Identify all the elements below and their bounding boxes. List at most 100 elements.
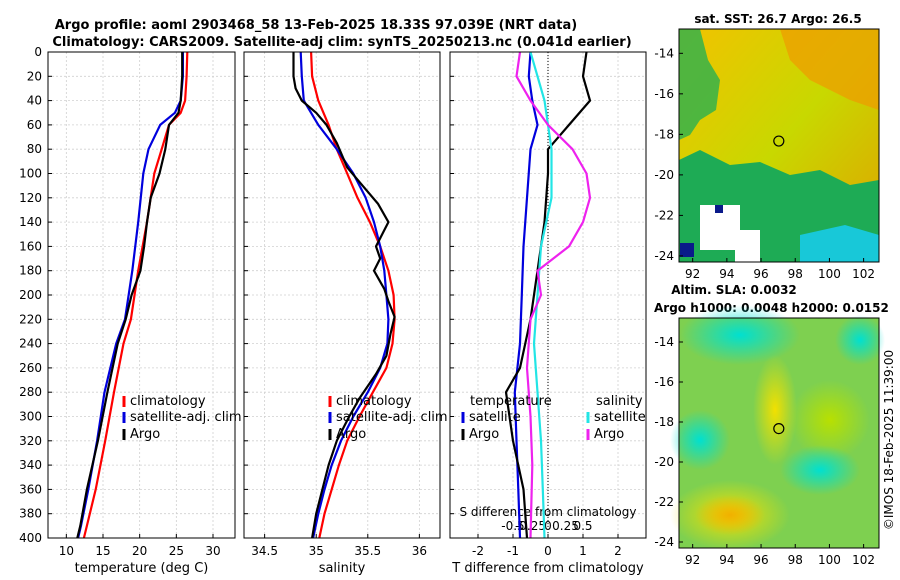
sla-map-cyan-spot (835, 315, 885, 365)
x-tick-label: 1 (579, 544, 587, 558)
plot-frame (243, 51, 441, 539)
y-tick-label: 340 (19, 458, 42, 472)
legend-climatology: climatology (336, 394, 412, 409)
x-tick-label: 15 (95, 544, 110, 558)
sla-argo-marker (773, 423, 785, 435)
series-line-s-satellite (529, 51, 553, 539)
sst-map-green-region-north (679, 29, 720, 140)
sst-map-darkblue-patch (715, 205, 723, 213)
map-y-tick-label: -22 (654, 208, 674, 222)
sst-map-darkblue-patch (680, 243, 694, 257)
x-tick-label: 10 (59, 544, 74, 558)
y-tick-label: 20 (27, 69, 42, 83)
x-tick-label: 35.5 (354, 544, 381, 558)
map-y-tick-label: -16 (654, 87, 674, 101)
legend-salinity-satellite: satellite (594, 410, 646, 425)
y-tick-label: 200 (19, 288, 42, 302)
x-axis-label: temperature (deg C) (75, 561, 209, 576)
map-y-tick-label: -20 (654, 168, 674, 182)
legend-header-temperature: temperature (470, 394, 552, 409)
map-x-tick-label: 100 (818, 553, 841, 567)
sla-map-cyan-spot (780, 445, 860, 495)
y-tick-label: 160 (19, 239, 42, 253)
legend-salinity-argo: Argo (594, 427, 624, 442)
sla-map-title-line1: Altim. SLA: 0.0032 (671, 283, 797, 297)
x2-tick-label: 0 (544, 519, 552, 533)
y-tick-label: 120 (19, 191, 42, 205)
map-x-tick-label: 102 (852, 553, 875, 567)
y-tick-label: 80 (27, 142, 42, 156)
sla-map-cyan-spot (680, 305, 800, 365)
legend-satellite-adj-clim: satellite-adj. clim (336, 410, 448, 425)
x-tick-label: -2 (472, 544, 484, 558)
figure-title-line2: Climatology: CARS2009. Satellite-adj cli… (52, 35, 631, 50)
imos-watermark: ©IMOS 18-Feb-2025 11:39:00 (882, 350, 896, 530)
map-x-tick-label: 94 (719, 267, 734, 281)
x-tick-label: 34.5 (251, 544, 278, 558)
legend-climatology: climatology (130, 394, 206, 409)
sla-map-orange-spot (695, 495, 765, 535)
y-tick-label: 100 (19, 167, 42, 181)
map-x-tick-label: 98 (788, 267, 803, 281)
temperature-panel: 0 20 40 60 80 100 120 140 160 180 200 220 240 260 280 3… (19, 45, 242, 576)
sst-map-orange-region (780, 29, 879, 110)
legend-argo: Argo (130, 427, 160, 442)
legend-temperature-satellite: satellite (469, 410, 521, 425)
map-y-tick-label: -22 (654, 495, 674, 509)
sla-map: Altim. SLA: 0.0032 Argo h1000: 0.0048 h2… (654, 283, 889, 567)
x-tick-label: 36 (412, 544, 427, 558)
legend-temperature-argo: Argo (469, 427, 499, 442)
sst-map-cyan-patch (800, 225, 879, 262)
sla-map-frame (678, 317, 880, 549)
legend-argo: Argo (336, 427, 366, 442)
sla-map-yellow-spot (753, 355, 797, 465)
y-tick-label: 180 (19, 264, 42, 278)
map-y-tick-label: -20 (654, 455, 674, 469)
x2-tick-label: 0.25 (552, 519, 579, 533)
sst-map-white-patch (735, 230, 760, 262)
y-tick-label: 0 (34, 45, 42, 59)
x-tick-label: -1 (507, 544, 519, 558)
plot-frame (449, 51, 647, 539)
map-y-tick-label: -16 (654, 375, 674, 389)
map-y-tick-label: -24 (654, 249, 674, 263)
y-tick-label: 380 (19, 507, 42, 521)
x-axis-label: T difference from climatology (451, 561, 644, 576)
legend-header-salinity: salinity (596, 394, 643, 409)
map-x-tick-label: 92 (685, 553, 700, 567)
salinity-panel: 34.5 35 35.5 36 salinity climatologysatellite… (243, 51, 448, 576)
y-tick-label: 300 (19, 410, 42, 424)
map-y-tick-label: -14 (654, 335, 674, 349)
sla-map-yellow-spot (790, 380, 870, 460)
series-line-t-satellite (513, 51, 539, 539)
series-line-s-argo (515, 51, 592, 539)
x2-tick-label: 0.5 (573, 519, 592, 533)
map-x-tick-label: 96 (753, 553, 768, 567)
y-tick-label: 360 (19, 482, 42, 496)
plot-frame (47, 51, 236, 539)
y-tick-label: 60 (27, 118, 42, 132)
series-line-climatology (82, 51, 189, 539)
map-y-tick-label: -14 (654, 46, 674, 60)
sla-map-cyan-spot (670, 410, 730, 470)
sst-argo-marker (773, 135, 785, 147)
sst-map: sat. SST: 26.7 Argo: 26.5 -14 -16 -18 -20 -2… (654, 12, 880, 281)
y-tick-label: 260 (19, 361, 42, 375)
map-y-tick-label: -18 (654, 127, 674, 141)
map-x-tick-label: 96 (753, 267, 768, 281)
y-tick-label: 400 (19, 531, 42, 545)
y-tick-label: 220 (19, 312, 42, 326)
x-tick-label: 20 (132, 544, 147, 558)
x-tick-label: 0 (544, 544, 552, 558)
y-tick-label: 280 (19, 385, 42, 399)
x-tick-label: 2 (614, 544, 622, 558)
y-tick-label: 40 (27, 94, 42, 108)
y-tick-label: 240 (19, 337, 42, 351)
map-x-tick-label: 94 (719, 553, 734, 567)
series-line-argo (292, 52, 396, 539)
x-axis-label: salinity (319, 561, 366, 576)
map-x-tick-label: 98 (788, 553, 803, 567)
series-line-argo (76, 52, 184, 539)
difference-panel: -2 -1 0 1 2-0.5-0.250 0.250.5S difference fro… (449, 51, 647, 576)
